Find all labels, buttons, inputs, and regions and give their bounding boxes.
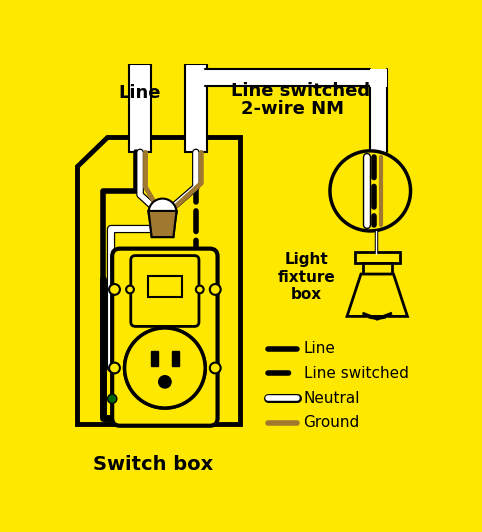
Bar [148,276,182,297]
Text: Line: Line [304,341,335,356]
Circle shape [124,328,205,408]
Circle shape [210,284,221,295]
Circle shape [159,376,171,388]
Bar [151,351,158,367]
Text: Line: Line [119,84,161,102]
Text: Ground: Ground [304,415,360,430]
Text: Neutral: Neutral [304,390,360,405]
Bar [370,69,388,152]
Text: Switch box: Switch box [93,455,214,473]
Text: Line switched: Line switched [304,366,408,381]
Bar [129,64,151,152]
Polygon shape [148,211,176,237]
Bar [172,351,179,367]
Circle shape [148,198,176,226]
Bar [185,64,207,152]
Circle shape [109,284,120,295]
Bar [205,69,370,86]
Circle shape [124,328,205,408]
Circle shape [109,363,120,373]
Circle shape [330,151,411,231]
Circle shape [196,286,203,293]
Polygon shape [77,137,240,424]
Bar [370,69,388,87]
Polygon shape [347,274,407,317]
Circle shape [107,394,117,403]
FancyBboxPatch shape [131,255,199,327]
Circle shape [126,286,134,293]
Bar [355,253,400,263]
Polygon shape [148,211,176,237]
FancyBboxPatch shape [112,248,217,426]
Text: Light
fixture
box: Light fixture box [278,253,335,302]
Text: 2-wire NM: 2-wire NM [241,99,344,118]
Bar [362,263,392,274]
Text: Line switched: Line switched [231,82,370,100]
Circle shape [210,363,221,373]
